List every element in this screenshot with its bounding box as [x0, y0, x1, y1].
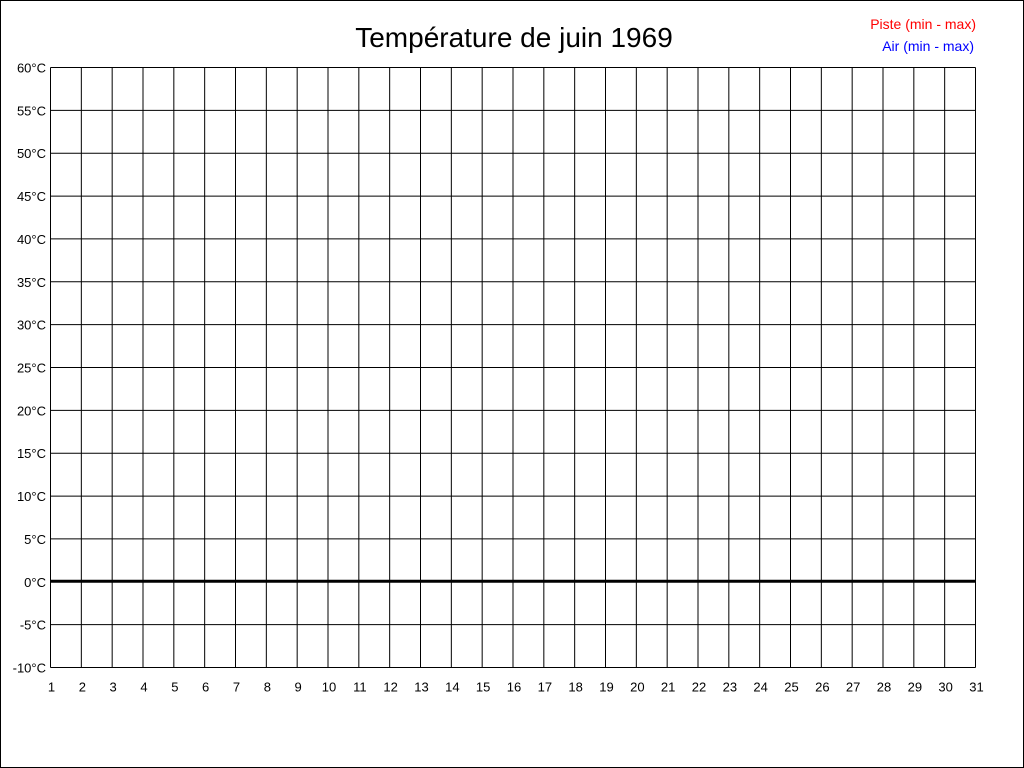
- x-tick-label: 15: [476, 680, 490, 695]
- x-tick-label: 10: [322, 680, 336, 695]
- y-tick-label: 15°C: [17, 446, 46, 461]
- x-tick-label: 5: [171, 680, 178, 695]
- legend-air: Air (min - max): [882, 38, 974, 54]
- x-tick-label: 21: [661, 680, 675, 695]
- y-tick-label: -10°C: [13, 661, 46, 676]
- y-tick-label: 0°C: [24, 575, 46, 590]
- x-tick-label: 22: [692, 680, 706, 695]
- y-tick-label: -5°C: [20, 618, 46, 633]
- x-tick-label: 3: [110, 680, 117, 695]
- x-tick-label: 24: [753, 680, 767, 695]
- x-tick-label: 4: [140, 680, 147, 695]
- y-tick-label: 50°C: [17, 146, 46, 161]
- x-tick-label: 28: [877, 680, 891, 695]
- y-tick-label: 20°C: [17, 403, 46, 418]
- x-tick-label: 8: [264, 680, 271, 695]
- y-tick-label: 60°C: [17, 61, 46, 76]
- x-tick-label: 30: [938, 680, 952, 695]
- y-tick-label: 55°C: [17, 103, 46, 118]
- legend-piste: Piste (min - max): [870, 16, 976, 32]
- x-tick-label: 2: [79, 680, 86, 695]
- y-tick-label: 5°C: [24, 532, 46, 547]
- x-tick-label: 17: [538, 680, 552, 695]
- x-tick-label: 14: [445, 680, 459, 695]
- x-tick-label: 23: [723, 680, 737, 695]
- y-tick-label: 25°C: [17, 361, 46, 376]
- y-tick-label: 35°C: [17, 275, 46, 290]
- x-tick-label: 12: [383, 680, 397, 695]
- y-tick-label: 10°C: [17, 489, 46, 504]
- x-tick-label: 25: [784, 680, 798, 695]
- x-tick-label: 16: [507, 680, 521, 695]
- x-tick-label: 31: [969, 680, 983, 695]
- x-tick-label: 11: [353, 680, 367, 695]
- x-tick-label: 19: [599, 680, 613, 695]
- y-tick-label: 45°C: [17, 189, 46, 204]
- x-tick-label: 20: [630, 680, 644, 695]
- x-tick-label: 6: [202, 680, 209, 695]
- x-tick-label: 13: [414, 680, 428, 695]
- x-tick-label: 9: [295, 680, 302, 695]
- x-tick-label: 27: [846, 680, 860, 695]
- y-tick-label: 30°C: [17, 318, 46, 333]
- x-tick-label: 18: [568, 680, 582, 695]
- y-tick-label: 40°C: [17, 232, 46, 247]
- x-tick-label: 1: [48, 680, 55, 695]
- chart-title: Température de juin 1969: [355, 22, 673, 53]
- x-tick-label: 7: [233, 680, 240, 695]
- x-tick-label: 26: [815, 680, 829, 695]
- x-tick-label: 29: [908, 680, 922, 695]
